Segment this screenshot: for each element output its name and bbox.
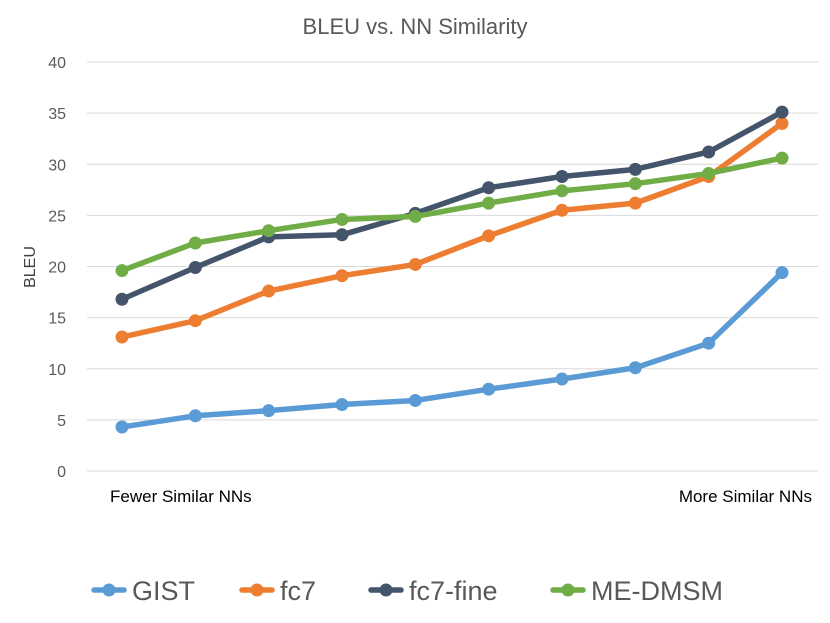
y-tick-label: 20 — [48, 260, 66, 277]
series-gist — [115, 266, 789, 434]
data-point — [115, 330, 129, 344]
legend-marker — [102, 583, 116, 597]
data-point — [408, 393, 422, 407]
data-point — [775, 105, 789, 119]
legend-marker — [250, 583, 264, 597]
data-point — [555, 170, 569, 184]
data-point — [702, 336, 716, 350]
data-point — [188, 314, 202, 328]
data-point — [262, 284, 276, 298]
y-tick-label: 15 — [48, 311, 66, 328]
x-axis-end-label: More Similar NNs — [679, 487, 812, 506]
data-point — [115, 292, 129, 306]
data-point — [555, 184, 569, 198]
y-tick-label: 35 — [48, 106, 66, 123]
data-point — [482, 196, 496, 210]
data-point — [115, 420, 129, 434]
legend-item: fc7-fine — [368, 576, 498, 606]
data-point — [335, 269, 349, 283]
data-point — [702, 145, 716, 159]
x-axis-start-label: Fewer Similar NNs — [110, 487, 252, 506]
data-point — [775, 266, 789, 280]
y-tick-label: 10 — [48, 362, 66, 379]
data-point — [628, 196, 642, 210]
legend-item: GIST — [91, 576, 195, 606]
data-point — [482, 229, 496, 243]
legend-item: fc7 — [239, 576, 316, 606]
series-line — [119, 155, 785, 274]
series-me-dmsm — [115, 151, 789, 278]
data-point — [702, 166, 716, 180]
legend-label: fc7-fine — [409, 576, 498, 606]
data-point — [335, 228, 349, 242]
series-line — [119, 109, 785, 302]
y-tick-label: 30 — [48, 157, 66, 174]
legend-label: fc7 — [280, 576, 316, 606]
y-tick-label: 40 — [48, 55, 66, 72]
data-point — [555, 203, 569, 217]
data-point — [335, 212, 349, 226]
chart-title: BLEU vs. NN Similarity — [303, 14, 528, 39]
legend-label: GIST — [132, 576, 195, 606]
y-axis-ticks: 0 5 10 15 20 25 30 35 40 — [48, 55, 66, 481]
data-point — [482, 181, 496, 195]
y-tick-label: 0 — [57, 464, 66, 481]
data-point — [335, 398, 349, 412]
series-fc7 — [115, 116, 789, 344]
data-point — [408, 209, 422, 223]
y-tick-label: 25 — [48, 208, 66, 225]
data-point — [628, 177, 642, 191]
series-layer — [115, 105, 789, 434]
series-fc7-fine — [115, 105, 789, 306]
data-point — [482, 382, 496, 396]
data-point — [262, 224, 276, 238]
data-point — [188, 236, 202, 250]
data-point — [628, 361, 642, 375]
y-axis-label: BLEU — [22, 246, 39, 288]
data-point — [775, 151, 789, 165]
data-point — [555, 372, 569, 386]
series-line — [119, 269, 785, 430]
data-point — [188, 409, 202, 423]
legend-label: ME-DMSM — [591, 576, 723, 606]
data-point — [775, 116, 789, 130]
legend: GIST fc7 fc7-fine ME-DMSM — [91, 576, 723, 606]
data-point — [408, 257, 422, 271]
data-point — [628, 162, 642, 176]
data-point — [115, 264, 129, 278]
data-point — [262, 404, 276, 418]
legend-item: ME-DMSM — [550, 576, 723, 606]
legend-marker — [561, 583, 575, 597]
y-tick-label: 5 — [57, 413, 66, 430]
legend-marker — [379, 583, 393, 597]
series-line — [119, 120, 785, 340]
data-point — [188, 261, 202, 275]
